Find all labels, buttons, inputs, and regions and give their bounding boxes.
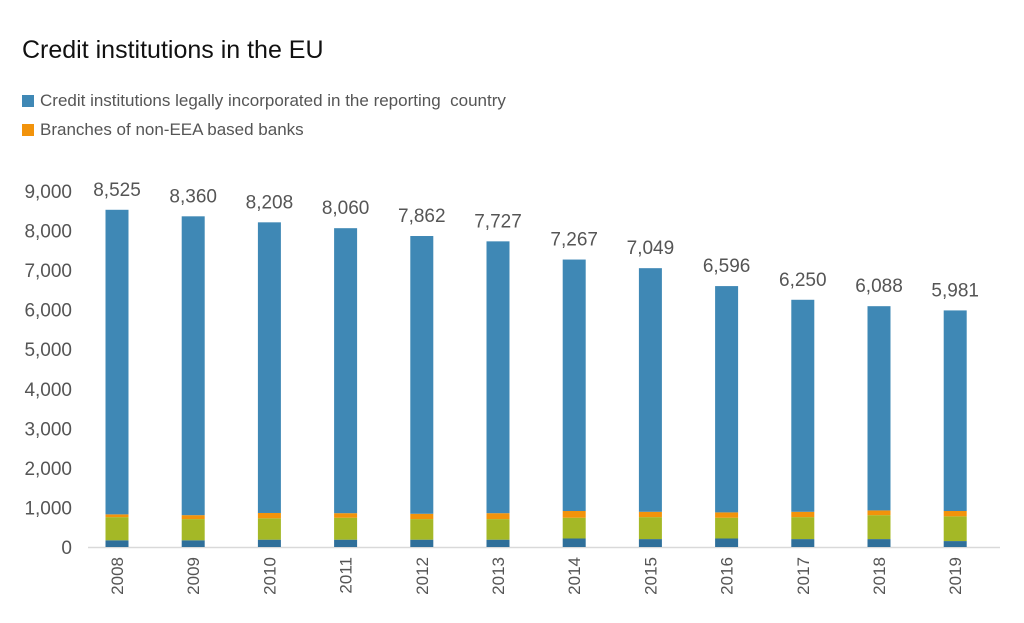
total-label: 8,060 <box>322 198 370 219</box>
y-tick-label: 3,000 <box>24 419 72 440</box>
bar-segment-0 <box>105 540 129 547</box>
bar-segment-3 <box>791 299 815 512</box>
bar-segment-0 <box>867 539 891 547</box>
bar-segment-3 <box>867 306 891 511</box>
bar-segment-0 <box>257 539 281 547</box>
legend-item-branches: Branches of non-EEA based banks <box>22 120 304 140</box>
total-label: 7,862 <box>398 206 446 227</box>
bar-segment-0 <box>334 539 358 547</box>
x-tick-label: 2016 <box>718 557 737 595</box>
legend-swatch <box>22 95 34 107</box>
x-tick-label: 2019 <box>946 557 965 595</box>
bar-segment-0 <box>486 539 510 547</box>
bar-segment-2 <box>486 513 510 520</box>
x-tick-label: 2014 <box>565 557 584 595</box>
x-tick-label: 2015 <box>641 557 660 595</box>
legend-item-credit-institutions: Credit institutions legally incorporated… <box>22 91 506 111</box>
y-tick-label: 4,000 <box>24 380 72 401</box>
bar-segment-2 <box>105 514 129 518</box>
bar-segment-0 <box>943 541 967 547</box>
bar-segment-2 <box>867 510 891 516</box>
total-label: 8,525 <box>93 180 141 201</box>
bar-segment-2 <box>562 511 586 518</box>
y-tick-label: 9,000 <box>24 182 72 203</box>
bar-segment-2 <box>257 512 281 519</box>
bar-segment-0 <box>638 539 662 547</box>
bar-segment-3 <box>715 286 739 513</box>
bar-segment-3 <box>181 216 205 516</box>
bar-segment-1 <box>181 519 205 541</box>
y-tick-label: 8,000 <box>24 222 72 243</box>
total-label: 6,596 <box>703 256 751 277</box>
bar-segment-1 <box>257 518 281 540</box>
total-label: 8,360 <box>169 186 217 207</box>
x-tick-label: 2017 <box>794 557 813 595</box>
bar-segment-3 <box>943 310 967 512</box>
bar-segment-1 <box>867 515 891 540</box>
total-label: 7,267 <box>550 230 598 251</box>
x-tick-label: 2012 <box>413 557 432 595</box>
bar-segment-1 <box>334 517 358 540</box>
bar-segment-3 <box>486 241 510 514</box>
bar-segment-1 <box>638 517 662 540</box>
bar-segment-2 <box>715 512 739 518</box>
y-tick-label: 1,000 <box>24 498 72 519</box>
y-tick-label: 5,000 <box>24 340 72 361</box>
bar-segment-2 <box>638 511 662 518</box>
legend-label: Credit institutions legally incorporated… <box>40 91 506 110</box>
legend-label: Branches of non-EEA based banks <box>40 120 304 139</box>
bar-segment-2 <box>791 511 815 518</box>
bar-segment-1 <box>791 517 815 540</box>
x-tick-label: 2013 <box>489 557 508 595</box>
x-tick-label: 2008 <box>108 557 127 595</box>
bar-segment-3 <box>334 228 358 514</box>
x-tick-label: 2010 <box>260 557 279 595</box>
y-tick-label: 6,000 <box>24 301 72 322</box>
bar-segment-3 <box>257 222 281 513</box>
bar-segment-1 <box>715 517 739 539</box>
bar-segment-3 <box>410 236 434 514</box>
total-label: 7,727 <box>474 211 522 232</box>
x-tick-label: 2018 <box>870 557 889 595</box>
bar-segment-2 <box>943 511 967 517</box>
bar-segment-0 <box>791 539 815 547</box>
total-label: 5,981 <box>931 280 979 301</box>
bar-segment-3 <box>562 259 586 512</box>
total-label: 8,208 <box>246 192 294 213</box>
total-label: 7,049 <box>627 238 675 259</box>
bar-segment-1 <box>105 517 129 541</box>
x-tick-label: 2011 <box>337 557 356 594</box>
total-label: 6,250 <box>779 270 827 291</box>
total-label: 6,088 <box>855 276 903 297</box>
bar-segment-0 <box>181 540 205 547</box>
y-tick-label: 2,000 <box>24 459 72 480</box>
x-tick-label: 2009 <box>184 557 203 595</box>
legend-swatch <box>22 124 34 136</box>
bar-segment-0 <box>562 538 586 547</box>
chart-title: Credit institutions in the EU <box>22 36 324 64</box>
y-tick-label: 0 <box>61 538 72 559</box>
bar-segment-1 <box>410 519 434 540</box>
bar-segment-1 <box>562 517 586 539</box>
bar-segment-0 <box>410 539 434 547</box>
bar-segment-3 <box>638 268 662 512</box>
bar-segment-1 <box>943 516 967 542</box>
bar-segment-3 <box>105 209 129 515</box>
y-tick-label: 7,000 <box>24 261 72 282</box>
bar-segment-2 <box>410 513 434 520</box>
bar-segment-0 <box>715 538 739 547</box>
bar-segment-2 <box>334 513 358 518</box>
bar-segment-1 <box>486 519 510 540</box>
bar-segment-2 <box>181 515 205 520</box>
